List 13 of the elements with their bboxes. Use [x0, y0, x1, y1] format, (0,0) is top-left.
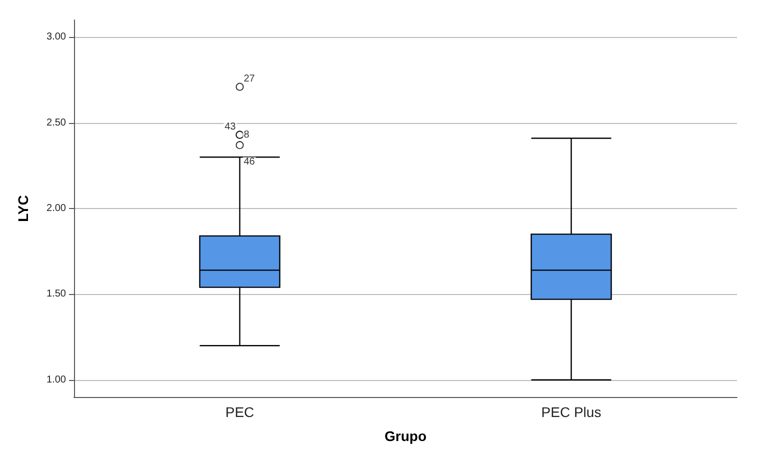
annotation: 46: [244, 156, 256, 168]
y-axis-title: LYC: [15, 195, 31, 222]
annotation: 8: [244, 129, 250, 140]
y-tick-label: 2.00: [46, 203, 66, 214]
y-tick-label: 3.00: [46, 32, 66, 43]
x-axis-title: Grupo: [384, 428, 426, 444]
annotation: 43: [224, 121, 236, 132]
y-tick-label: 1.00: [46, 374, 66, 386]
y-tick-label: 1.50: [46, 288, 66, 300]
x-tick-label: PEC: [225, 404, 254, 420]
x-tick-label: PEC Plus: [541, 404, 602, 420]
annotation: 27: [244, 73, 256, 84]
y-tick-label: 2.50: [46, 117, 66, 128]
